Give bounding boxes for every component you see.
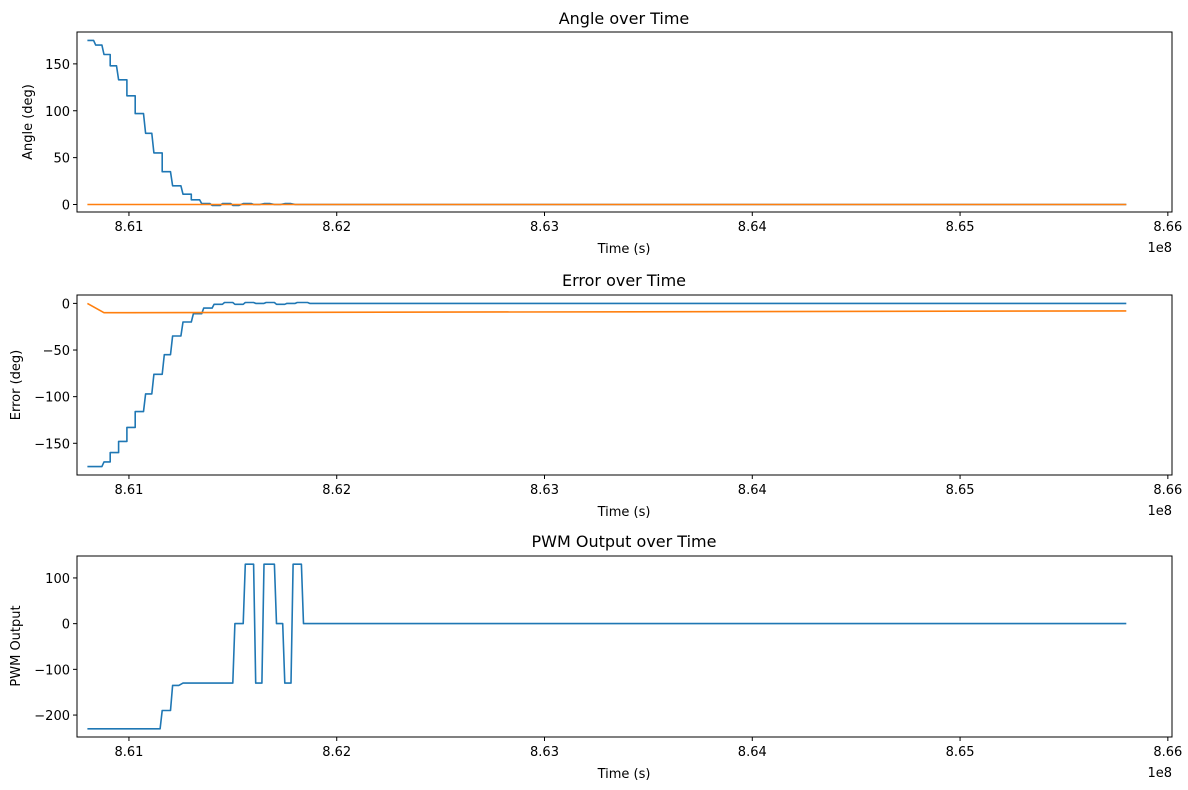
x-tick-label: 8.61	[114, 745, 143, 760]
plot-frame	[76, 555, 1173, 738]
x-axis-label: Time (s)	[597, 242, 651, 257]
x-tick-label: 8.63	[530, 220, 559, 235]
x-tick-label: 8.62	[322, 220, 351, 235]
x-tick-label: 8.61	[114, 220, 143, 235]
series-line-pwm	[87, 563, 1127, 730]
series-line-error	[87, 301, 1127, 468]
x-tick-label: 8.62	[322, 745, 351, 760]
x-tick-label: 8.65	[946, 745, 975, 760]
x-tick-label: 8.64	[738, 220, 767, 235]
x-tick-label: 8.65	[946, 483, 975, 498]
y-axis-label: PWM Output	[9, 605, 24, 686]
y-tick-label: 100	[45, 105, 70, 120]
y-tick-label: 100	[45, 572, 70, 587]
x-tick-label: 8.63	[530, 483, 559, 498]
x-offset-label: 1e8	[1147, 241, 1172, 256]
plot-frame	[76, 294, 1173, 476]
x-tick-label: 8.62	[322, 483, 351, 498]
panel-pwm: PWM Output over Time 8.61 8.62 8.63 8.64 8.6…	[9, 532, 1182, 782]
chart-title: PWM Output over Time	[532, 532, 717, 551]
x-tick-label: 8.64	[738, 745, 767, 760]
y-tick-label: −200	[34, 709, 70, 724]
y-tick-label: −50	[43, 344, 70, 359]
chart-title: Error over Time	[562, 271, 686, 290]
x-offset-label: 1e8	[1147, 504, 1172, 519]
x-axis-label: Time (s)	[597, 767, 651, 782]
x-axis-label: Time (s)	[597, 505, 651, 520]
y-tick-label: −100	[34, 663, 70, 678]
x-tick-label: 8.66	[1153, 483, 1182, 498]
panel-angle: Angle over Time 8.61 8.62 8.63 8.64 8.65 8.66…	[21, 9, 1182, 257]
series-line-actual-angle	[87, 39, 1127, 207]
x-tick-label: 8.65	[946, 220, 975, 235]
series-line-derivative	[87, 302, 1127, 314]
x-tick-label: 8.63	[530, 745, 559, 760]
x-tick-label: 8.64	[738, 483, 767, 498]
y-axis-label: Error (deg)	[9, 350, 24, 420]
x-tick-label: 8.66	[1153, 745, 1182, 760]
y-tick-label: 150	[45, 58, 70, 73]
x-offset-label: 1e8	[1147, 766, 1172, 781]
y-tick-label: 0	[62, 618, 70, 633]
x-tick-label: 8.66	[1153, 220, 1182, 235]
plot-frame	[76, 31, 1173, 213]
y-tick-label: 0	[62, 297, 70, 312]
panel-error: Error over Time 8.61 8.62 8.63 8.64 8.65 8.66…	[9, 271, 1182, 520]
x-tick-label: 8.61	[114, 483, 143, 498]
y-axis-label: Angle (deg)	[21, 84, 36, 160]
y-tick-label: −150	[34, 437, 70, 452]
chart-title: Angle over Time	[559, 9, 690, 28]
y-tick-label: 50	[53, 152, 70, 167]
y-tick-label: 0	[62, 199, 70, 214]
y-tick-label: −100	[34, 391, 70, 406]
